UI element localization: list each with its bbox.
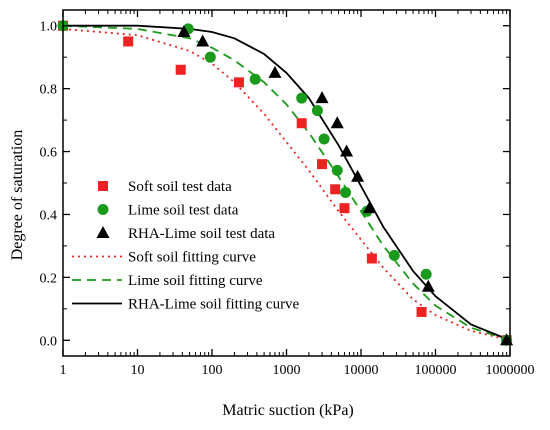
data-point-s2-8 [421, 279, 435, 292]
legend-label-5: RHA-Lime soil fitting curve [128, 297, 300, 313]
data-point-s0-2 [175, 64, 186, 75]
y-tick-label-0: 0.0 [40, 334, 58, 349]
data-point-s1-3 [249, 73, 261, 85]
legend-marker-0 [98, 181, 108, 191]
data-point-s2-6 [351, 169, 365, 182]
legend-marker-2 [96, 226, 110, 238]
y-tick-label-3: 0.6 [40, 146, 58, 161]
y-tick-label-5: 1.0 [40, 20, 58, 35]
data-point-s0-3 [233, 77, 244, 88]
legend: Soft soil test data Lime soil test data RH… [72, 179, 300, 313]
x-tick-label-5: 100000 [415, 363, 457, 378]
data-point-s1-6 [318, 133, 330, 145]
y-tick-label-1: 0.2 [40, 271, 58, 286]
data-point-s1-11 [420, 268, 432, 280]
data-point-s1-5 [311, 105, 323, 117]
data-point-s0-4 [296, 118, 307, 129]
data-point-s1-10 [388, 249, 400, 261]
data-point-s2-5 [340, 144, 354, 157]
data-point-s0-6 [330, 184, 341, 195]
data-point-s1-7 [331, 164, 343, 176]
data-point-s0-9 [416, 306, 427, 317]
y-tick-label-4: 0.8 [40, 83, 58, 98]
legend-label-1: Lime soil test data [128, 203, 239, 219]
data-point-s2-1 [196, 34, 210, 47]
x-tick-label-0: 1 [60, 363, 67, 378]
series-line-4 [62, 24, 511, 342]
data-point-s1-8 [340, 186, 352, 198]
x-tick-label-3: 1000 [273, 363, 301, 378]
axes: 1 10 100 1000 10000 100000 1000000 0.0 0.2 0.4 0.6… [40, 9, 535, 378]
data-point-s0-1 [123, 36, 134, 47]
legend-label-3: Soft soil fitting curve [128, 250, 256, 266]
data-point-s2-3 [315, 91, 329, 104]
plot-marks [57, 20, 514, 346]
data-point-s2-7 [362, 201, 376, 214]
data-point-s2-4 [330, 116, 344, 129]
x-tick-label-1: 10 [131, 363, 145, 378]
data-point-s0-8 [366, 253, 377, 264]
data-point-s2-0 [177, 25, 191, 38]
data-point-s2-2 [268, 65, 282, 78]
data-point-s1-2 [204, 51, 216, 63]
y-axis-title: Degree of saturation [9, 130, 26, 261]
data-point-s0-7 [339, 203, 350, 214]
legend-label-4: Lime soil fitting curve [128, 273, 263, 289]
legend-label-2: RHA-Lime soil test data [128, 226, 275, 242]
x-axis-title: Matric suction (kPa) [222, 402, 354, 419]
data-point-s0-5 [317, 159, 328, 170]
y-tick-label-2: 0.4 [40, 208, 58, 223]
x-tick-label-2: 100 [202, 363, 223, 378]
x-tick-label-6: 1000000 [486, 363, 535, 378]
legend-label-0: Soft soil test data [128, 179, 232, 195]
legend-marker-1 [97, 204, 109, 215]
data-point-s1-4 [296, 92, 308, 104]
x-tick-label-4: 10000 [344, 363, 379, 378]
